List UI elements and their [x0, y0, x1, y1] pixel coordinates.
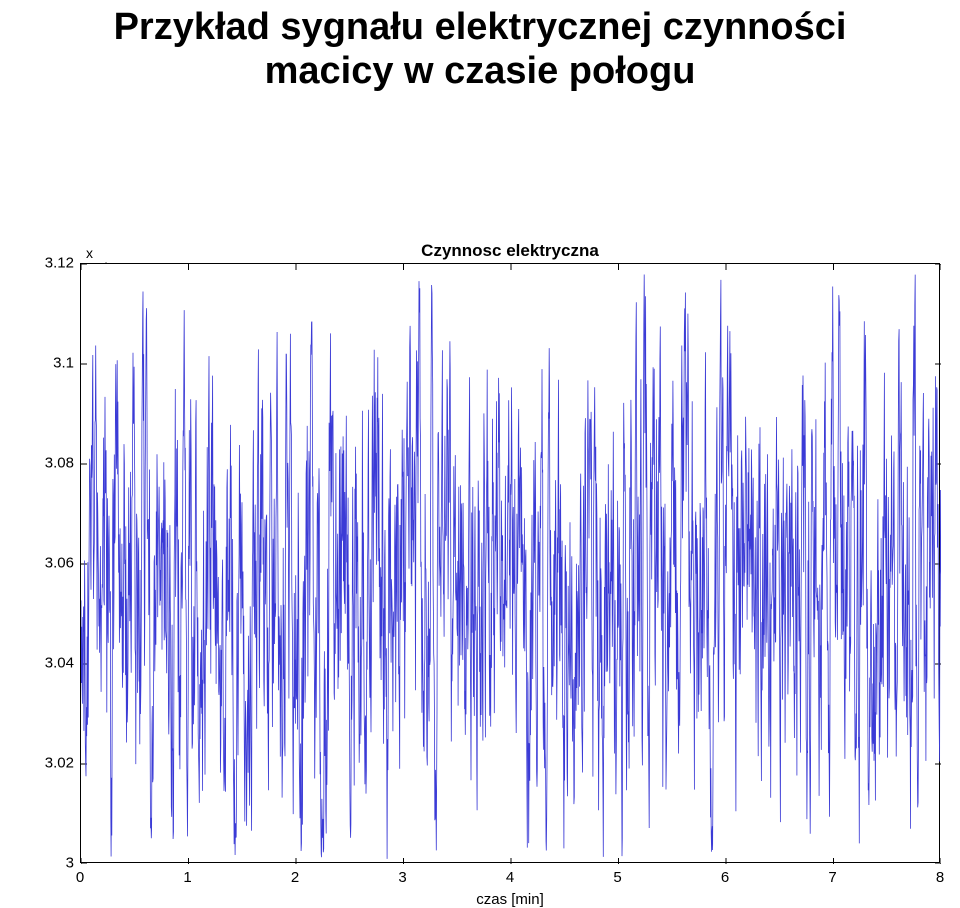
xtick-label: 6 [721, 869, 729, 886]
xtick-label: 0 [76, 869, 84, 886]
x-axis-label: czas [min] [80, 891, 940, 908]
xtick-label: 7 [828, 869, 836, 886]
xtick-label: 8 [936, 869, 944, 886]
xtick-label: 3 [398, 869, 406, 886]
ytick-label: 3.08 [32, 455, 74, 472]
ytick-label: 3.1 [32, 355, 74, 372]
xtick-label: 4 [506, 869, 514, 886]
ytick-label: 3.04 [32, 655, 74, 672]
xtick-label: 2 [291, 869, 299, 886]
signal-trace [81, 275, 941, 859]
chart-svg [81, 264, 941, 864]
xtick-label: 1 [183, 869, 191, 886]
page-root: Przykład sygnału elektrycznej czynności … [0, 0, 960, 830]
ytick-label: 3.12 [32, 255, 74, 272]
title-line-1: Przykład sygnału elektrycznej czynności [114, 6, 847, 48]
ytick-label: 3.02 [32, 755, 74, 772]
chart-plot-box [80, 263, 940, 863]
ytick-label: 3 [32, 855, 74, 872]
ytick-label: 3.06 [32, 555, 74, 572]
title-line-2: macicy w czasie połogu [265, 50, 696, 92]
page-title: Przykład sygnału elektrycznej czynności … [0, 0, 960, 93]
xtick-label: 5 [613, 869, 621, 886]
chart-title: Czynnosc elektryczna [80, 241, 940, 261]
